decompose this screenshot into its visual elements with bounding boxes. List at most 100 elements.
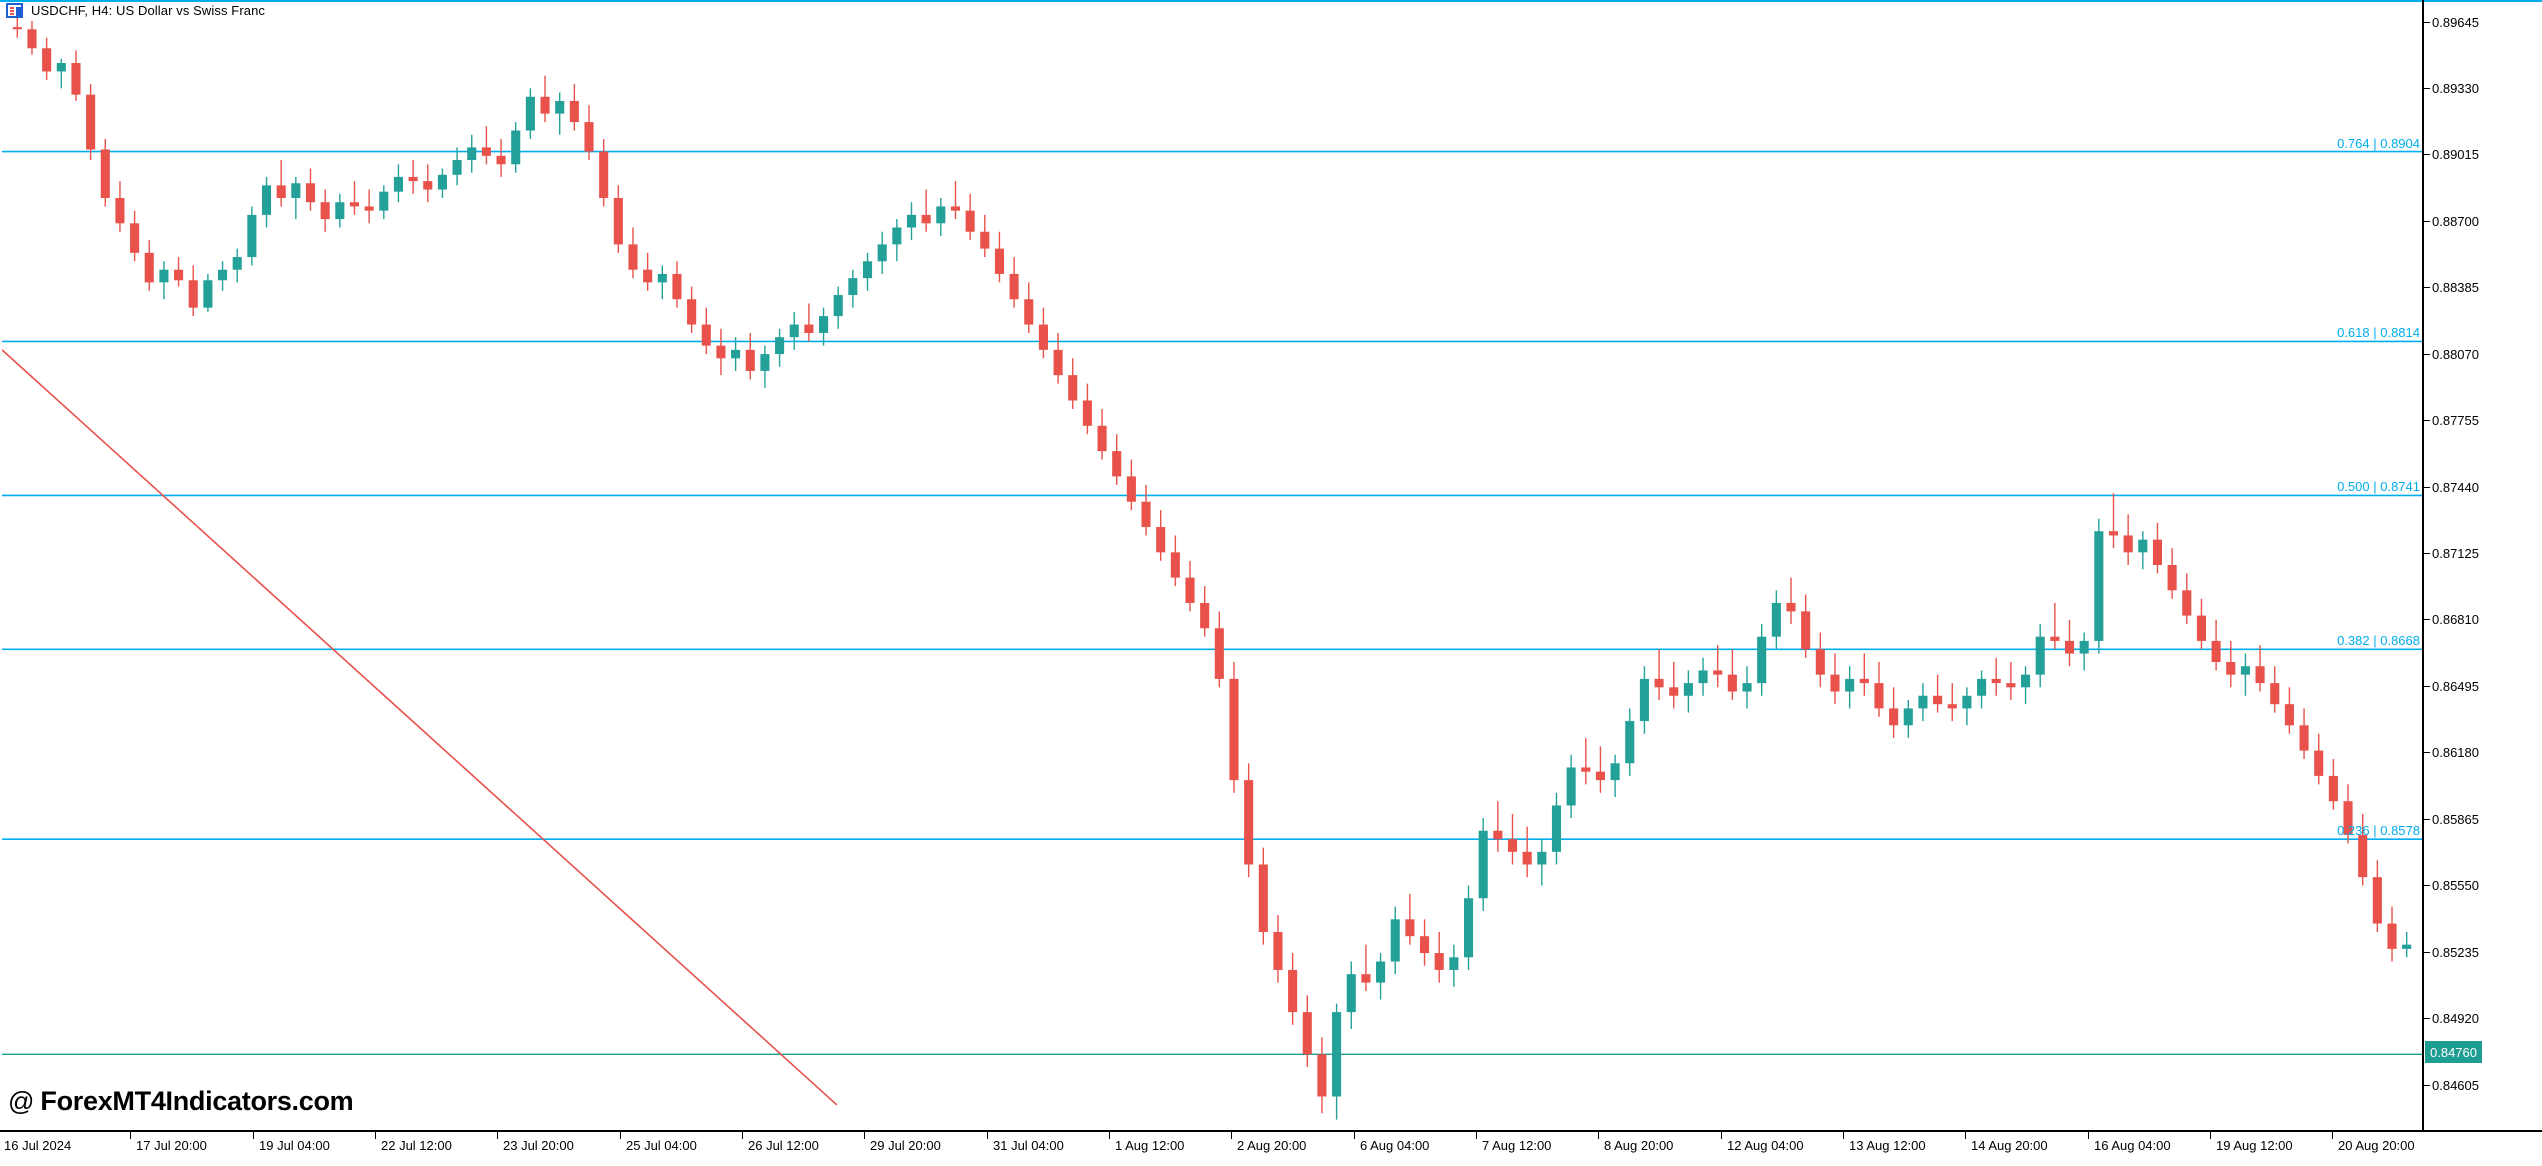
candle-body [2138,539,2148,553]
candle-body [731,349,741,359]
candle-body [2152,539,2163,565]
candle-body [2211,640,2221,663]
candle-body [1449,957,1459,970]
time-tick-label: 19 Jul 04:00 [259,1138,330,1153]
price-tick-label: 0.85865 [2432,811,2479,827]
price-tick-label: 0.87755 [2432,413,2479,429]
watermark-text: ForexMT4Indicators.com [40,1086,354,1116]
price-tick-mark [2424,619,2430,621]
time-tick-label: 6 Aug 04:00 [1360,1138,1430,1153]
time-tick-label: 1 Aug 12:00 [1115,1138,1185,1153]
candle-body [2343,801,2353,835]
price-tick-mark [2424,353,2430,355]
candle-body [599,151,609,199]
candle-body [1317,1054,1327,1097]
time-tick-label: 19 Aug 12:00 [2216,1138,2293,1153]
candle-body [276,185,286,199]
candle-body [2182,590,2192,616]
price-tick-label: 0.88070 [2432,346,2479,362]
candle-body [1302,1012,1312,1055]
time-tick-label: 12 Aug 04:00 [1727,1138,1804,1153]
candle-body [2270,683,2280,705]
time-axis[interactable]: 16 Jul 2024 17 Jul 20:00 19 Jul 04:00 22 Ju… [0,1132,2542,1166]
price-tick: 0.84920 [2424,1011,2479,1026]
candle-body [760,354,770,371]
current-price-badge[interactable]: 0.84760 [2425,1041,2482,1064]
candle-body [1214,628,1224,679]
candle-body [2196,615,2206,641]
candle-body [1141,501,1151,528]
candle-body [1346,974,1356,1013]
time-tick-label: 7 Aug 12:00 [1482,1138,1552,1153]
candle-body [1786,602,1796,612]
candle-body [1947,704,1957,709]
candle-body [1082,400,1092,426]
candle-body [2021,674,2031,688]
price-tick-mark [2424,154,2430,156]
time-axis-line [0,1130,2542,1132]
time-tick-label: 13 Aug 12:00 [1849,1138,1926,1153]
time-tick-label: 22 Jul 12:00 [381,1138,452,1153]
candle-body [540,96,550,114]
candle-body [1229,678,1239,781]
candle-body [789,324,799,338]
candle-body [2123,535,2133,553]
candle-body [1185,577,1195,603]
candle-body [2006,683,2016,688]
price-tick-label: 0.89330 [2432,80,2479,96]
candle-body [232,257,242,270]
candle-body [349,202,360,207]
price-tick: 0.89330 [2424,80,2479,96]
candle-body [379,191,389,211]
time-tick-mark [1598,1132,1599,1139]
price-tick-label: 0.87440 [2432,479,2479,495]
candle-body [1669,687,1679,696]
time-tick-label: 14 Aug 20:00 [1971,1138,2048,1153]
time-tick-mark [1721,1132,1722,1139]
candle-body [1258,864,1268,932]
chart-symbol-icon [6,3,23,18]
chart-title: USDCHF, H4: US Dollar vs Swiss Franc [31,3,266,18]
price-tick-mark [2424,1018,2430,1020]
price-tick-mark [2424,951,2430,953]
candle-body [467,147,477,161]
watermark-at-symbol: @ [8,1086,35,1116]
candle-body [2079,640,2089,654]
candle-body [188,280,198,308]
candle-body [1390,919,1400,962]
candle-body [628,244,638,270]
candle-body [1683,683,1693,696]
candle-body [2226,662,2236,675]
candle-body [12,27,22,30]
candle-body [1434,953,1444,970]
price-axis-line [2422,0,2424,1130]
candle-body [862,261,873,279]
candle-body [1551,805,1562,852]
candle-body [1376,961,1386,983]
candle-body [1581,767,1591,772]
candle-body [144,252,154,283]
candle-body [1991,678,2001,684]
candle-body [1933,695,1943,705]
candle-body [1815,649,1825,675]
candle-body [1522,851,1532,865]
candle-body [584,122,594,152]
candle-body [848,278,858,296]
price-tick-label: 0.88385 [2432,280,2479,296]
candle-body [100,149,110,199]
price-tick: 0.86810 [2424,612,2479,627]
candle-body [1200,602,1210,629]
candle-body [2167,564,2177,591]
candle-body [203,280,213,308]
price-axis[interactable]: 0.89645 0.89330 0.89015 0.88700 0.88385 0.880… [2424,0,2542,1130]
candle-body [1742,683,1752,692]
candle-body [1698,670,1708,684]
candle-body [980,231,990,249]
candle-body [452,160,462,175]
candle-body [1977,678,1987,696]
price-tick: 0.85865 [2424,811,2479,827]
candle-body [1156,527,1166,553]
candle-body [965,210,975,232]
